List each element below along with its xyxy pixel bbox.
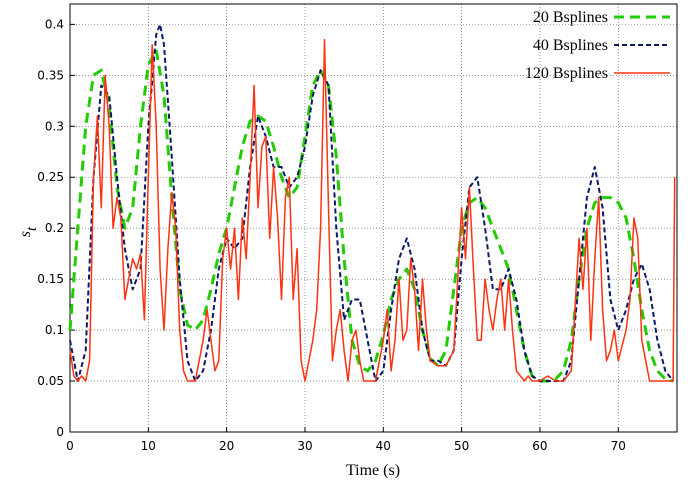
y-tick-label: 0 bbox=[56, 425, 64, 439]
plot-frame bbox=[69, 3, 678, 433]
x-tick-label: 20 bbox=[219, 439, 234, 453]
y-tick-label: 0.05 bbox=[37, 374, 64, 388]
x-tick-label: 70 bbox=[611, 439, 626, 453]
x-tick-label: 60 bbox=[532, 439, 547, 453]
legend-label: 20 Bsplines bbox=[533, 9, 608, 26]
y-tick-label: 0.25 bbox=[37, 170, 64, 184]
y-tick-label: 0.4 bbox=[45, 17, 64, 31]
legend-label: 120 Bsplines bbox=[525, 65, 608, 82]
x-tick-label: 30 bbox=[297, 439, 312, 453]
series-line bbox=[68, 48, 674, 383]
x-axis-label: Time (s) bbox=[346, 462, 400, 479]
y-tick-label: 0.1 bbox=[45, 323, 64, 337]
series-line bbox=[69, 23, 674, 382]
y-axis-label-sub: t bbox=[24, 226, 40, 231]
y-tick-label: 0.15 bbox=[37, 272, 64, 286]
x-tick-label: 10 bbox=[141, 439, 156, 453]
x-tick-label: 40 bbox=[376, 439, 391, 453]
series-line bbox=[69, 38, 676, 382]
y-axis-label-base: s bbox=[17, 231, 34, 237]
y-tick-label: 0.35 bbox=[37, 68, 64, 82]
legend-label: 40 Bsplines bbox=[533, 37, 608, 54]
y-tick-label: 0.3 bbox=[45, 119, 64, 133]
y-tick-label: 0.2 bbox=[45, 221, 64, 235]
x-tick-label: 0 bbox=[66, 439, 74, 453]
x-tick-label: 50 bbox=[454, 439, 469, 453]
y-axis-label: st bbox=[17, 226, 40, 237]
